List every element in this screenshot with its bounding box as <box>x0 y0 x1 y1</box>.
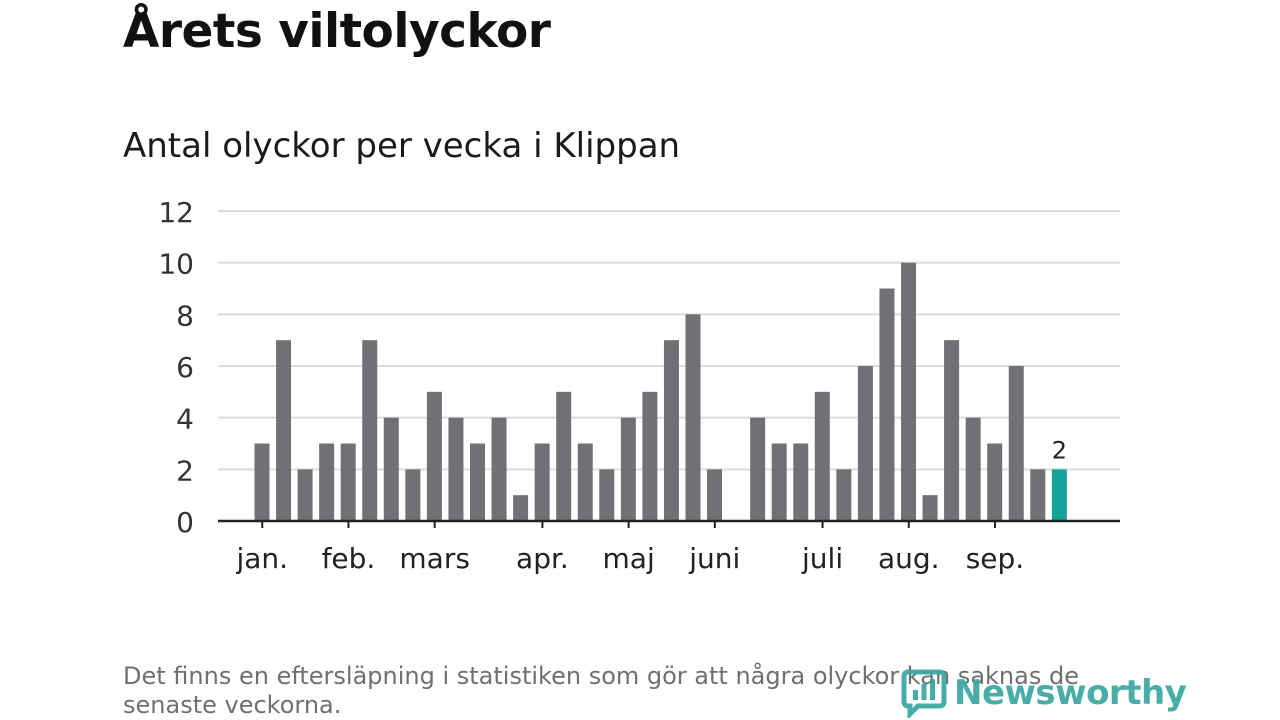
chart-title: Årets viltolyckor <box>123 4 551 59</box>
bar <box>879 288 895 521</box>
bars <box>254 262 1067 521</box>
bar <box>944 340 960 521</box>
x-tick-label: mars <box>399 542 470 575</box>
bar <box>836 469 852 521</box>
bar <box>707 469 723 521</box>
x-tick-label: aug. <box>878 542 940 575</box>
bar <box>642 391 658 521</box>
x-tick-label: feb. <box>322 542 376 575</box>
bar <box>276 340 292 521</box>
bar <box>814 391 830 521</box>
bar <box>577 443 593 521</box>
bar <box>620 417 636 521</box>
y-tick-label: 6 <box>176 351 194 384</box>
y-tick-label: 8 <box>176 299 194 332</box>
x-tick-label: jan. <box>235 542 288 575</box>
bar <box>254 443 270 521</box>
x-tick-label: juni <box>688 542 740 575</box>
chart-subtitle: Antal olyckor per vecka i Klippan <box>123 126 681 166</box>
bar <box>470 443 485 521</box>
bar <box>685 314 701 521</box>
data-labels: 2 <box>1052 436 1067 464</box>
bar <box>405 469 421 521</box>
y-axis-ticks: 0 2 4 6 8 10 12 <box>158 196 194 539</box>
bar <box>599 469 615 521</box>
bar-highlight <box>1051 469 1067 521</box>
y-tick-label: 2 <box>176 454 194 487</box>
bar <box>663 340 679 521</box>
bar <box>297 469 313 521</box>
footnote: Det finns en eftersläpning i statistiken… <box>123 662 1079 719</box>
bar <box>987 443 1003 521</box>
newsworthy-logo: Newsworthy <box>900 668 1187 718</box>
x-axis: jan. feb. mars apr. maj juni juli aug. sep. <box>218 519 1120 575</box>
newsworthy-logo-icon <box>901 669 947 718</box>
x-tick-label: maj <box>603 542 655 575</box>
bar <box>750 417 766 521</box>
highlight-data-label: 2 <box>1052 436 1067 464</box>
bar <box>1008 366 1024 521</box>
bar <box>383 417 399 521</box>
bar <box>362 340 378 521</box>
bar <box>534 443 550 521</box>
bar <box>1030 469 1046 521</box>
bar <box>556 391 572 521</box>
bar <box>857 366 873 521</box>
bar <box>965 417 981 521</box>
x-tick-label: sep. <box>966 542 1025 575</box>
bar <box>426 391 442 521</box>
newsworthy-logo-text: Newsworthy <box>954 673 1187 713</box>
bar <box>793 443 809 521</box>
bar <box>340 443 356 521</box>
bar <box>319 443 335 521</box>
bar <box>513 495 529 521</box>
bar-chart: 0 2 4 6 8 10 12 jan. feb. mars apr. maj juni juli aug… <box>158 196 1120 575</box>
bar <box>771 443 787 521</box>
bar <box>448 417 464 521</box>
bar <box>491 417 507 521</box>
y-tick-label: 10 <box>158 248 194 281</box>
y-tick-label: 4 <box>176 403 194 436</box>
y-tick-label: 0 <box>176 506 194 539</box>
x-tick-label: apr. <box>516 542 569 575</box>
y-tick-label: 12 <box>158 196 194 229</box>
x-tick-label: juli <box>801 542 843 575</box>
bar <box>901 262 916 521</box>
bar <box>922 495 938 521</box>
